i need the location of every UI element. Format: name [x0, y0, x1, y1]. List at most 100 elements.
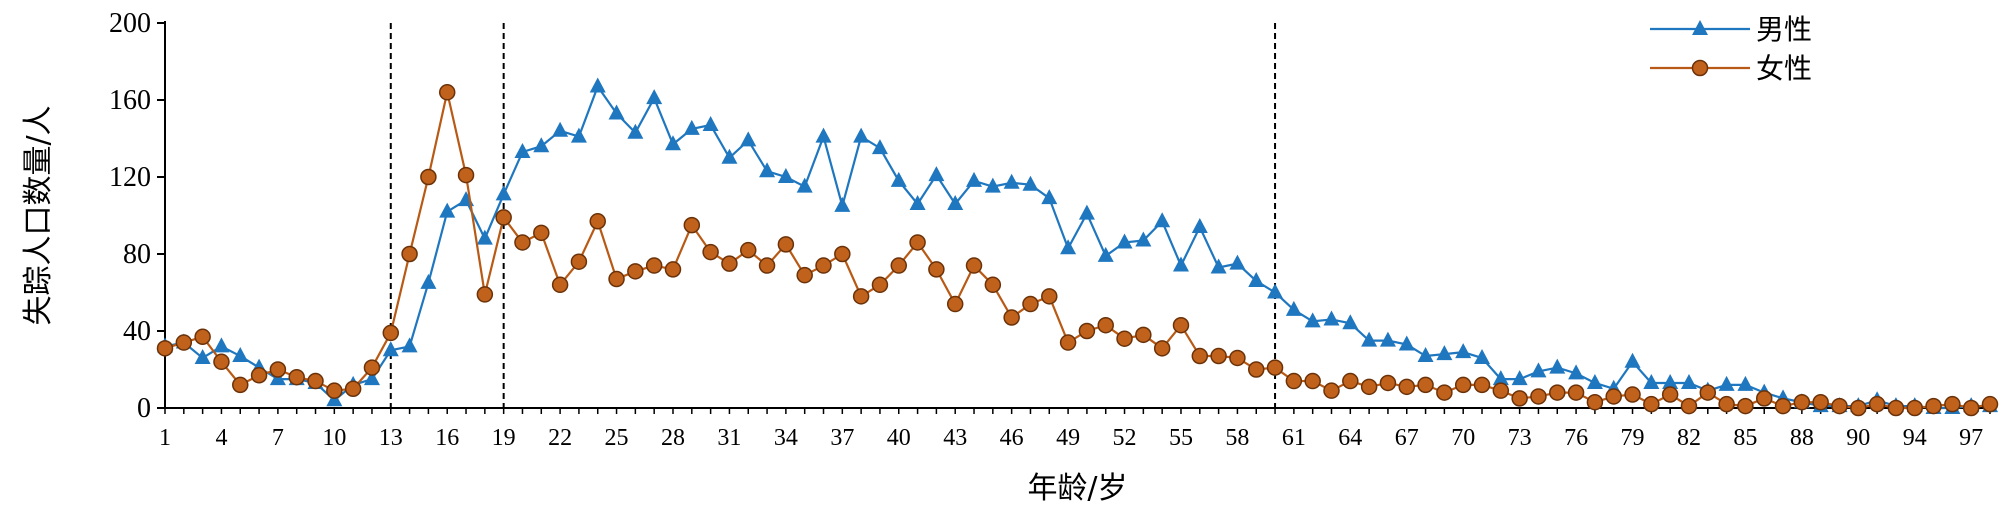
data-point-circle — [928, 261, 945, 278]
data-point-circle — [344, 380, 362, 397]
y-axis-title: 失踪人口数量/人 — [21, 105, 56, 325]
data-point-circle — [213, 353, 230, 371]
data-point-circle — [1530, 388, 1547, 405]
data-point-circle — [1323, 382, 1340, 399]
reference-lines — [389, 23, 1277, 408]
data-point-circle — [1887, 399, 1905, 417]
data-point-triangle — [947, 194, 964, 210]
data-point-triangle — [401, 337, 418, 353]
x-tick-label: 58 — [1225, 425, 1249, 451]
data-point-triangle — [1455, 343, 1472, 359]
x-tick-label: 67 — [1395, 425, 1419, 451]
data-point-triangle — [1379, 331, 1396, 347]
x-tick-label: 88 — [1790, 425, 1814, 451]
data-point-triangle — [213, 337, 230, 353]
data-point-triangle — [589, 77, 606, 93]
data-point-triangle — [1737, 375, 1754, 391]
data-point-triangle — [363, 370, 380, 386]
data-point-triangle — [608, 104, 625, 120]
data-point-circle — [269, 361, 287, 378]
data-point-circle — [1454, 376, 1472, 394]
data-point-triangle — [1643, 373, 1660, 389]
x-tick-label: 90 — [1846, 425, 1870, 451]
series-male — [157, 77, 1998, 414]
data-point-circle — [1567, 384, 1585, 401]
data-point-circle — [1906, 399, 1923, 417]
data-point-triangle — [627, 123, 644, 139]
x-tick-label: 94 — [1903, 425, 1927, 451]
data-point-circle — [1549, 384, 1566, 401]
data-point-circle — [1436, 384, 1453, 401]
x-tick-label: 52 — [1113, 425, 1137, 451]
x-axis-ticks: 1 4 7 10 13 16 19 22 25 28 31 34 37 40 43 46 49 52 55 58 61 6… — [159, 408, 1991, 451]
data-point-circle — [1342, 372, 1359, 390]
data-point-triangle — [382, 341, 399, 357]
data-point-triangle — [194, 348, 211, 364]
data-point-circle — [834, 245, 851, 263]
data-point-triangle — [702, 116, 719, 132]
data-point-circle — [1360, 378, 1378, 396]
data-point-triangle — [1718, 375, 1735, 391]
data-point-circle — [476, 286, 494, 303]
data-point-circle — [1041, 288, 1058, 305]
x-tick-label: 49 — [1056, 425, 1080, 451]
data-point-circle — [645, 257, 663, 274]
data-point-triangle — [871, 139, 888, 155]
x-tick-label: 10 — [322, 425, 346, 451]
data-point-triangle — [759, 162, 776, 178]
data-point-circle — [1003, 309, 1020, 326]
data-point-triangle — [1060, 239, 1077, 255]
x-tick-label: 79 — [1621, 425, 1645, 451]
data-point-circle — [1473, 376, 1491, 394]
data-point-triangle — [1323, 310, 1340, 326]
data-point-circle — [194, 328, 211, 346]
data-point-triangle — [1662, 373, 1679, 389]
data-point-circle — [1605, 388, 1622, 405]
data-point-triangle — [514, 142, 531, 158]
data-point-triangle — [1097, 246, 1114, 262]
data-point-triangle — [1116, 233, 1133, 249]
data-point-triangle — [1210, 258, 1227, 274]
data-point-triangle — [815, 127, 832, 143]
data-point-triangle — [1078, 204, 1095, 220]
data-point-circle — [1511, 390, 1528, 407]
x-tick-label: 13 — [379, 425, 403, 451]
data-point-circle — [1417, 376, 1434, 394]
data-point-circle — [1492, 382, 1510, 399]
data-point-triangle — [1530, 362, 1547, 378]
data-point-triangle — [966, 171, 983, 187]
x-tick-label: 34 — [774, 425, 798, 451]
data-point-circle — [1285, 372, 1303, 390]
data-point-circle — [1868, 395, 1886, 413]
data-point-triangle — [646, 89, 663, 105]
data-point-triangle — [1248, 271, 1265, 287]
data-point-circle — [1153, 340, 1171, 357]
data-point-circle — [871, 276, 889, 294]
x-tick-label: 76 — [1564, 425, 1588, 451]
data-point-circle — [1737, 397, 1754, 415]
data-point-triangle — [1135, 231, 1152, 247]
data-point-triangle — [834, 196, 851, 212]
x-tick-label: 82 — [1677, 425, 1701, 451]
data-point-circle — [1661, 386, 1679, 403]
x-tick-label: 97 — [1959, 425, 1983, 451]
legend-label: 男性 — [1756, 13, 1812, 46]
data-point-triangle — [1022, 175, 1039, 191]
data-point-circle — [608, 270, 625, 288]
data-point-triangle — [1304, 312, 1321, 328]
data-point-triangle — [232, 347, 249, 363]
data-point-triangle — [890, 171, 907, 187]
data-point-circle — [1172, 316, 1190, 334]
data-point-triangle — [1624, 352, 1641, 368]
data-point-circle — [1925, 397, 1942, 415]
data-point-triangle — [570, 127, 587, 143]
data-point-circle — [1812, 393, 1829, 411]
data-point-triangle — [928, 166, 945, 182]
x-tick-label: 37 — [830, 425, 854, 451]
data-point-triangle — [984, 177, 1001, 193]
data-point-circle — [1718, 395, 1735, 413]
x-tick-label: 7 — [272, 425, 284, 451]
data-point-circle — [1078, 322, 1096, 340]
data-point-circle — [288, 368, 305, 386]
data-point-circle — [909, 234, 926, 251]
